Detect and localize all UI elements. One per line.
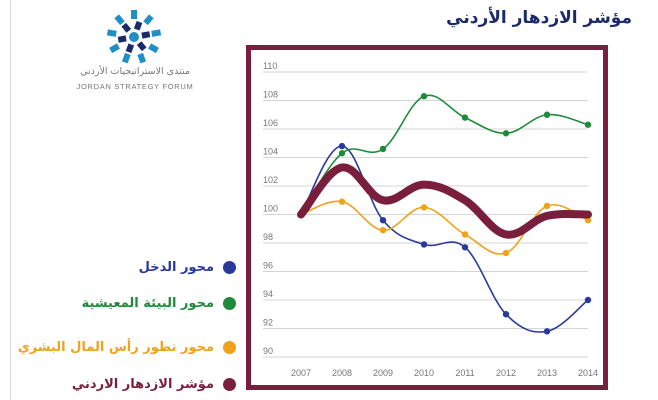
x-tick-label: 2009	[373, 368, 393, 378]
data-point	[338, 150, 346, 157]
data-point	[502, 249, 510, 257]
y-tick-label: 110	[263, 61, 277, 71]
data-point	[420, 241, 428, 248]
data-point	[420, 204, 428, 211]
y-tick-label: 92	[263, 318, 273, 328]
data-point	[584, 121, 592, 128]
series-line	[297, 163, 592, 239]
legend-label: مؤشر الازدهار الاردني	[71, 376, 214, 392]
data-point	[584, 296, 592, 304]
legend-marker-icon	[223, 377, 236, 391]
data-point	[543, 111, 551, 118]
legend-marker-icon	[223, 296, 236, 310]
legend-marker-icon	[223, 260, 236, 274]
data-point	[461, 244, 469, 251]
data-point	[543, 328, 551, 335]
brand-name-english: JORDAN STRATEGY FORUM	[76, 82, 194, 91]
y-tick-label: 102	[263, 175, 278, 185]
data-point	[379, 226, 387, 234]
legend-label: محور الدخل	[138, 259, 214, 275]
data-point	[338, 142, 346, 150]
jsf-logo-icon	[94, 6, 174, 68]
x-tick-label: 2011	[455, 368, 474, 378]
data-point	[379, 145, 387, 153]
x-tick-label: 2010	[414, 368, 434, 378]
y-tick-label: 100	[263, 204, 278, 214]
data-point	[461, 114, 469, 121]
y-tick-label: 94	[263, 289, 273, 299]
data-point	[379, 217, 387, 224]
line-chart: 90 92 94 96 98 100 102 104 106 108 110 2007 2008 2009…	[263, 61, 598, 378]
legend-item-income: محور الدخل	[139, 257, 236, 277]
y-tick-label: 90	[263, 346, 273, 356]
legend-item-human-capital: محور تطور رأس المال البشري	[18, 337, 236, 357]
x-tick-label: 2013	[537, 368, 557, 378]
series-line	[300, 145, 589, 333]
legend-marker-icon	[223, 340, 236, 354]
data-point	[338, 198, 346, 205]
legend-label: محور البيئة المعيشية	[81, 295, 214, 311]
page-left-rule	[10, 0, 11, 400]
legend-label: محور تطور رأس المال البشري	[17, 339, 214, 355]
page-title: مؤشر الازدهار الأردني	[446, 8, 632, 28]
chart-frame: 90 92 94 96 98 100 102 104 106 108 110 2007 2008 2009…	[246, 45, 608, 390]
x-tick-label: 2007	[291, 368, 311, 378]
x-tick-label: 2008	[332, 368, 352, 378]
data-point	[584, 217, 592, 224]
x-tick-label: 2014	[578, 368, 598, 378]
data-point	[543, 202, 551, 210]
brand-name-arabic: منتدى الاستراتيجيات الأردني	[80, 66, 190, 77]
legend-item-living-environment: محور البيئة المعيشية	[82, 293, 236, 313]
data-point	[420, 93, 428, 100]
y-tick-label: 96	[263, 261, 273, 271]
y-tick-label: 98	[263, 232, 273, 242]
series-line	[300, 200, 589, 255]
data-point	[502, 311, 510, 318]
y-tick-label: 108	[263, 90, 278, 100]
legend-item-prosperity-index: مؤشر الازدهار الاردني	[72, 374, 236, 394]
data-point	[502, 130, 510, 137]
y-tick-label: 106	[263, 118, 278, 128]
y-tick-label: 104	[263, 147, 278, 157]
data-point	[461, 231, 469, 238]
x-tick-label: 2012	[496, 368, 516, 378]
